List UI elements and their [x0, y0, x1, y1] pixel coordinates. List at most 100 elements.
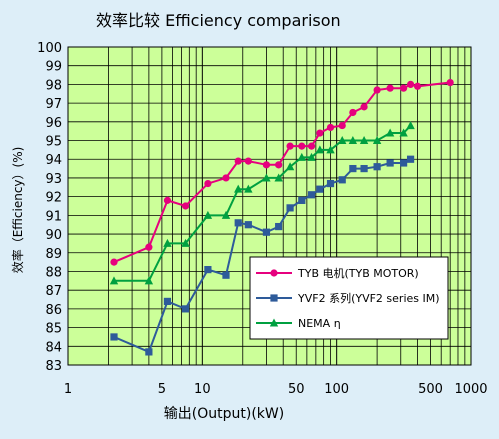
legend-swatch-marker	[269, 318, 279, 327]
legend-label: YVF2 系列(YVF2 series IM)	[297, 291, 440, 305]
legend: TYB 电机(TYB MOTOR) YVF2 系列(YVF2 series IM)…	[249, 256, 449, 340]
data-point	[262, 173, 271, 182]
grid-lines	[68, 46, 471, 366]
data-point	[413, 82, 422, 90]
data-point	[181, 202, 190, 210]
data-point	[244, 157, 252, 165]
data-point	[307, 191, 316, 199]
data-point	[298, 196, 306, 204]
data-point	[204, 266, 212, 274]
data-point	[222, 271, 230, 279]
legend-label: TYB 电机(TYB MOTOR)	[297, 266, 419, 280]
data-point	[204, 179, 212, 188]
y-tick-label: 88	[45, 265, 62, 280]
data-point	[316, 129, 324, 137]
y-tick-label: 89	[45, 247, 62, 262]
x-tick-label: 10	[194, 382, 211, 397]
data-point	[348, 136, 358, 145]
data-point	[338, 136, 347, 145]
data-point	[399, 128, 408, 137]
data-point	[234, 219, 242, 227]
y-axis-label: 效率（Efficiency）(%)	[10, 147, 25, 274]
data-point	[338, 176, 346, 184]
y-tick-label: 98	[45, 78, 62, 93]
series-1	[110, 78, 454, 266]
data-point	[275, 222, 283, 231]
data-point	[326, 123, 335, 132]
x-tick-label: 500	[418, 382, 443, 397]
legend-label: NEMA η	[298, 317, 341, 330]
data-point	[109, 276, 119, 285]
data-point	[274, 173, 283, 182]
data-point	[145, 243, 153, 251]
data-point	[285, 162, 295, 171]
legend-swatch-marker	[270, 269, 278, 277]
y-tick-labels: 83 84 85 86 87 88 89 90 91 92 93 94 95 96 97 98 99 100	[37, 41, 62, 374]
data-point	[349, 164, 357, 173]
y-tick-label: 90	[45, 228, 62, 243]
data-point	[386, 159, 394, 167]
data-point	[244, 184, 253, 193]
data-point	[315, 145, 325, 154]
data-point	[326, 145, 335, 154]
data-point	[286, 142, 294, 150]
data-point	[110, 333, 118, 341]
y-tick-label: 100	[37, 41, 62, 56]
data-point	[298, 142, 306, 150]
data-point	[163, 196, 172, 204]
data-point	[307, 142, 316, 150]
data-point	[275, 161, 283, 169]
y-tick-label: 97	[45, 97, 62, 112]
y-tick-label: 83	[45, 359, 62, 374]
data-point	[181, 305, 190, 313]
data-point	[181, 238, 190, 247]
x-tick-label: 50	[288, 382, 305, 397]
y-tick-label: 85	[45, 322, 62, 337]
y-tick-label: 91	[45, 209, 62, 224]
series-2	[110, 155, 415, 356]
y-tick-label: 84	[45, 340, 62, 355]
data-point	[262, 228, 271, 236]
x-axis-label: 输出(Output)(kW)	[164, 406, 284, 422]
data-point	[373, 163, 381, 171]
x-tick-label: 1	[64, 382, 72, 397]
data-point	[110, 258, 118, 266]
data-point	[406, 80, 415, 89]
data-point	[234, 184, 243, 193]
data-point	[316, 185, 324, 193]
data-point	[386, 84, 394, 92]
x-tick-label: 100	[324, 382, 349, 397]
y-tick-label: 92	[45, 191, 62, 206]
data-point	[163, 297, 172, 305]
data-point	[349, 108, 357, 117]
y-tick-label: 95	[45, 135, 62, 150]
y-tick-label: 99	[45, 60, 62, 75]
data-point	[406, 155, 415, 163]
data-point	[400, 159, 408, 167]
legend-entry: NEMA η	[256, 317, 341, 330]
data-point	[446, 78, 454, 87]
y-tick-label: 86	[45, 303, 62, 318]
data-point	[222, 174, 230, 182]
y-tick-label: 87	[45, 284, 62, 299]
series-3	[109, 121, 415, 285]
data-point	[307, 152, 316, 161]
data-point	[203, 210, 213, 219]
data-point	[262, 161, 271, 169]
data-point	[385, 128, 395, 137]
data-point	[286, 204, 294, 212]
data-point	[360, 164, 368, 173]
data-point	[406, 121, 415, 130]
data-point	[326, 179, 335, 188]
data-point	[338, 121, 346, 130]
data-point	[244, 221, 252, 229]
data-point	[373, 86, 381, 94]
data-point	[145, 348, 153, 356]
data-point	[221, 210, 231, 219]
legend-entry: TYB 电机(TYB MOTOR)	[256, 266, 419, 280]
y-tick-label: 93	[45, 172, 62, 187]
data-point	[234, 157, 242, 165]
x-tick-labels: 1 5 10 50 100 500 1000	[64, 382, 488, 397]
series-line	[114, 124, 412, 282]
